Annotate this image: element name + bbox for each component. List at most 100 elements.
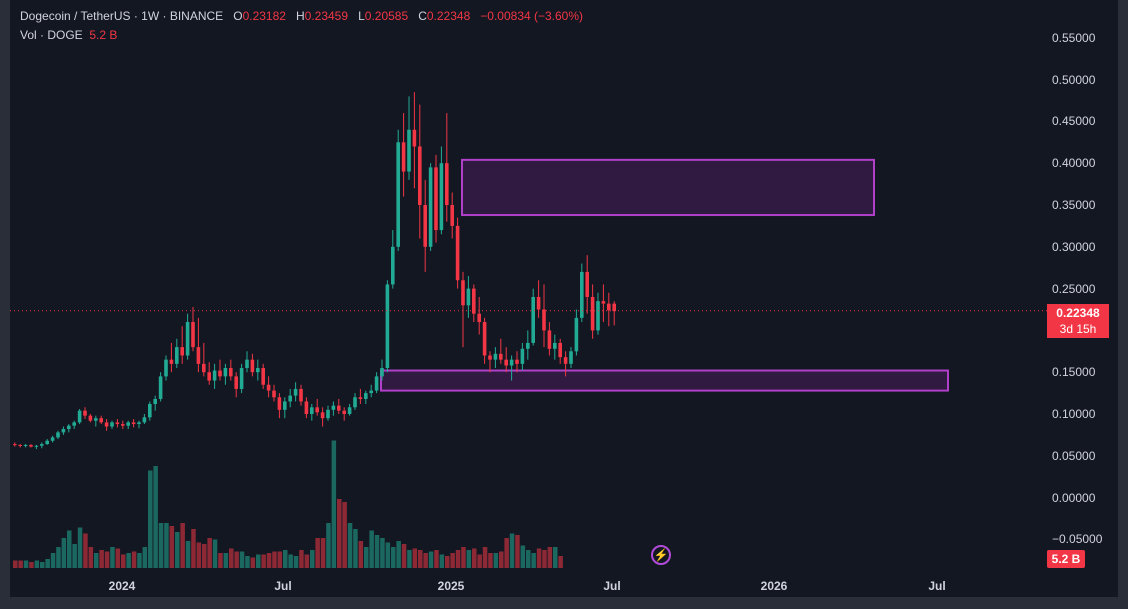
candle (288, 395, 292, 402)
volume-label: Vol · DOGE (20, 28, 83, 42)
candle (353, 397, 357, 408)
time-tick-label: 2025 (437, 579, 465, 593)
candle (337, 405, 341, 411)
candle (380, 368, 384, 377)
volume-legend[interactable]: Vol · DOGE 5.2 B (20, 28, 117, 42)
volume-bar (326, 523, 331, 568)
volume-bar (407, 550, 412, 568)
candle (536, 296, 541, 310)
volume-bar (250, 557, 256, 568)
volume-bar (358, 541, 364, 568)
candle (207, 372, 211, 381)
candle (418, 146, 422, 205)
candle (374, 376, 379, 391)
price-chart[interactable] (10, 0, 1118, 597)
volume-bar (353, 529, 358, 568)
candle (180, 347, 184, 356)
chart-legend: Dogecoin / TetherUS · 1W · BINANCE O0.23… (20, 9, 583, 23)
candle (50, 437, 55, 441)
volume-bar (493, 553, 499, 568)
volume-bar (88, 547, 94, 568)
candle (331, 405, 336, 410)
candle (477, 313, 481, 323)
time-tick-label: 2026 (760, 579, 788, 593)
candle (142, 417, 147, 423)
candle (40, 444, 44, 446)
volume-bar (434, 550, 439, 568)
candle (137, 422, 141, 425)
volume-bar (261, 554, 266, 568)
price-tick-label: 0.00000 (1052, 490, 1096, 505)
candle (304, 401, 309, 414)
candle (358, 397, 363, 399)
volume-bar (229, 548, 234, 568)
volume-bar (385, 542, 391, 568)
candle (553, 342, 557, 349)
volume-bar (504, 538, 509, 568)
candle (34, 445, 39, 447)
candle (450, 205, 454, 226)
volume-bar (536, 548, 542, 568)
volume-bar (288, 554, 293, 568)
volume-bar (547, 547, 553, 568)
open-value: 0.23182 (242, 9, 286, 23)
volume-bar (115, 548, 121, 568)
candle (56, 432, 60, 438)
candle (461, 280, 465, 306)
price-tick-label: 0.35000 (1052, 198, 1096, 212)
price-tick-label: 0.40000 (1052, 156, 1096, 171)
volume-bar (401, 544, 407, 568)
candle (250, 359, 255, 373)
candle (364, 393, 368, 399)
close-label: C (418, 9, 427, 23)
candle (472, 288, 476, 314)
volume-bar (509, 533, 515, 568)
volume-bar (266, 553, 272, 568)
candle (428, 167, 433, 247)
candle (202, 363, 206, 373)
volume-bar (56, 547, 61, 568)
candle (607, 303, 611, 311)
lightning-icon[interactable]: ⚡ (651, 545, 671, 565)
volume-bar (455, 550, 461, 568)
candle (580, 271, 584, 318)
candle (423, 205, 427, 247)
candle (126, 422, 130, 426)
candle (320, 412, 325, 419)
candle (293, 388, 298, 396)
high-value: 0.23459 (304, 9, 349, 23)
candle (99, 418, 103, 423)
supply-demand-zone (380, 369, 949, 392)
candle (218, 370, 222, 377)
candle (23, 444, 28, 446)
candle (526, 342, 530, 349)
candle (153, 398, 157, 404)
candle (131, 422, 136, 425)
candle (261, 368, 265, 385)
candle (601, 301, 606, 304)
volume-bar (131, 551, 137, 568)
volume-bar (374, 535, 380, 568)
volume-bar (526, 550, 531, 568)
close-value: 0.22348 (426, 9, 471, 23)
candle (83, 410, 87, 416)
candle (369, 390, 373, 394)
volume-bar (542, 550, 547, 568)
candle (509, 359, 514, 366)
candle (504, 359, 508, 366)
candle (612, 303, 616, 312)
volume-bar (499, 551, 504, 568)
candle (45, 440, 49, 445)
volume-bar (212, 539, 218, 568)
candle (88, 415, 93, 421)
candle (574, 317, 579, 352)
volume-bar (520, 545, 526, 568)
symbol-label[interactable]: Dogecoin / TetherUS · 1W · BINANCE (20, 9, 224, 23)
volume-bar (531, 553, 536, 568)
candle (531, 296, 535, 343)
candle (67, 425, 71, 430)
time-tick-label: Jul (928, 579, 946, 593)
volume-bar (347, 523, 353, 568)
price-tick-label: 0.10000 (1052, 407, 1096, 421)
chart-area[interactable] (10, 0, 1118, 597)
